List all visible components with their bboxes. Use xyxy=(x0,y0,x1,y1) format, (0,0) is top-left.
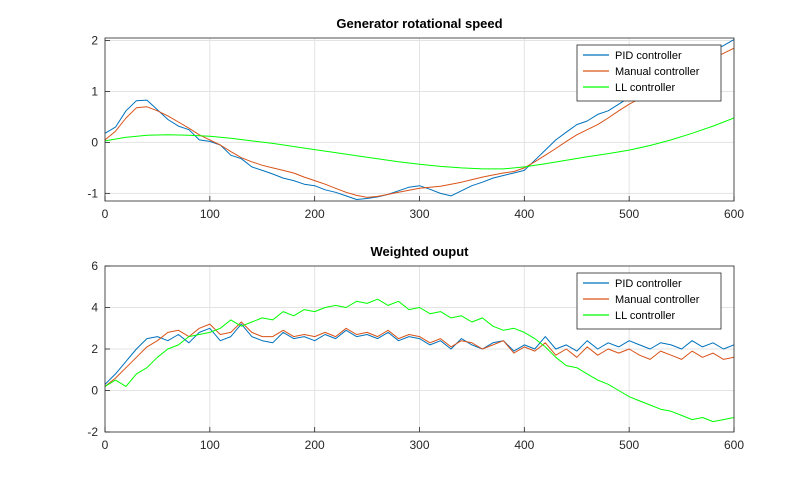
x-tick-label: 0 xyxy=(102,207,109,221)
series-line-ll xyxy=(105,298,734,423)
y-tick-label: 6 xyxy=(91,259,98,273)
series-line-manual xyxy=(105,47,734,198)
legend-label: Manual controller xyxy=(615,66,700,78)
legend-box xyxy=(576,44,722,102)
x-tick-label: 300 xyxy=(409,438,429,452)
y-tick-label: -1 xyxy=(87,186,98,200)
legend-label: PID controller xyxy=(615,50,682,62)
chart-title: Weighted ouput xyxy=(371,244,470,259)
x-tick-label: 600 xyxy=(724,207,744,221)
y-tick-label: 2 xyxy=(91,342,98,356)
series-line-ll xyxy=(105,117,734,170)
x-tick-label: 500 xyxy=(619,438,639,452)
legend-label: PID controller xyxy=(615,278,682,290)
series-line-pid xyxy=(105,323,734,385)
series-line-manual xyxy=(105,321,734,387)
chart-title: Generator rotational speed xyxy=(336,16,502,31)
x-tick-label: 200 xyxy=(305,438,325,452)
legend-label: LL controller xyxy=(615,310,675,322)
x-tick-label: 200 xyxy=(305,207,325,221)
legend: PID controller Manual controller LL contro… xyxy=(576,44,722,102)
y-tick-label: 1 xyxy=(91,84,98,98)
x-tick-label: 300 xyxy=(409,207,429,221)
chart-2: 0 100 200 300 400 500 600 -2 0 2 4 6 Weighted ouput P… xyxy=(87,244,744,452)
x-tick-label: 500 xyxy=(619,207,639,221)
chart-1: 0 100 200 300 400 500 600 -1 0 1 2 Generator rotati… xyxy=(87,16,744,221)
x-tick-label: 0 xyxy=(102,438,109,452)
legend-box xyxy=(576,272,722,330)
y-tick-label: 0 xyxy=(91,384,98,398)
y-tick-label: 2 xyxy=(91,34,98,48)
legend-label: LL controller xyxy=(615,82,675,94)
x-tick-label: 400 xyxy=(514,207,534,221)
y-tick-label: 0 xyxy=(91,135,98,149)
y-tick-label: 4 xyxy=(91,301,98,315)
x-tick-label: 600 xyxy=(724,438,744,452)
legend: PID controller Manual controller LL contro… xyxy=(576,272,722,330)
y-tick-label: -2 xyxy=(87,425,98,439)
x-tick-label: 400 xyxy=(514,438,534,452)
series-group xyxy=(105,298,734,423)
x-tick-label: 100 xyxy=(200,438,220,452)
x-tick-label: 100 xyxy=(200,207,220,221)
legend-label: Manual controller xyxy=(615,294,700,306)
